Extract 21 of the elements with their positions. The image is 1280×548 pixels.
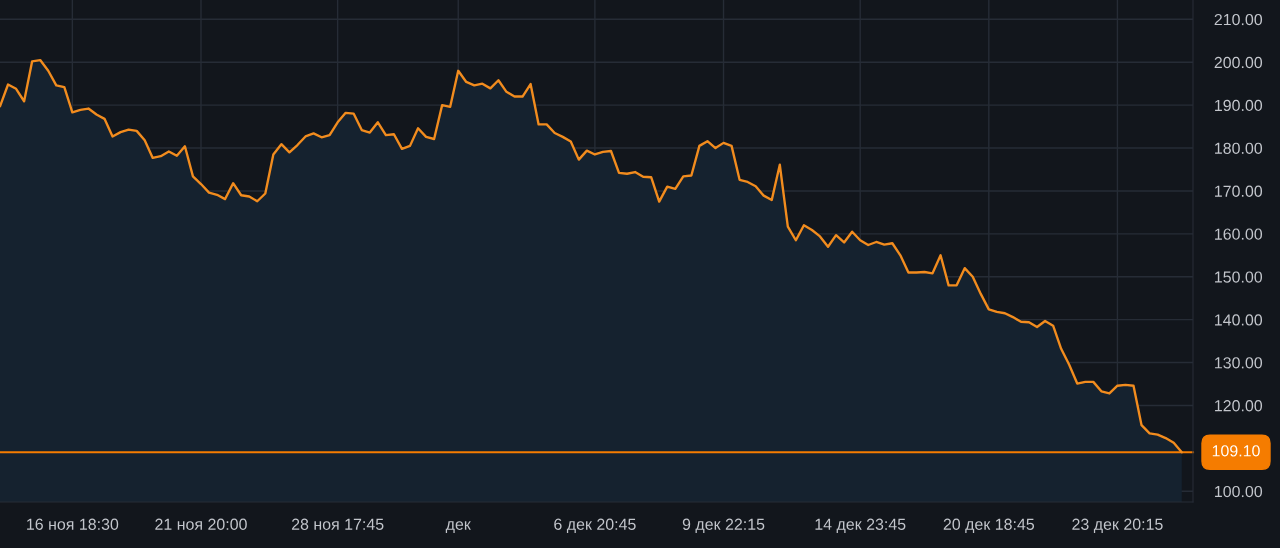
y-tick-label: 170.00 <box>1215 185 1263 197</box>
x-tick-label: 6 дек 20:45 <box>554 518 636 533</box>
y-tick-label: 180.00 <box>1215 142 1263 154</box>
x-tick-label: 28 ноя 17:45 <box>291 518 384 530</box>
y-tick-label: 100.00 <box>1215 485 1263 498</box>
y-tick-label: 130.00 <box>1215 357 1263 369</box>
ref-line-label: 109.10 <box>1212 445 1260 457</box>
x-tick-label: 23 дек 20:15 <box>1072 518 1163 533</box>
y-tick-label: 140.00 <box>1215 314 1263 326</box>
x-tick-label: 20 дек 18:45 <box>943 518 1035 533</box>
x-tick-label: дек <box>445 521 471 533</box>
y-tick-label: 210.00 <box>1214 13 1263 26</box>
x-tick-label: 21 ноя 20:00 <box>155 518 247 530</box>
y-tick-label: 190.00 <box>1215 99 1263 112</box>
y-tick-label: 150.00 <box>1215 271 1263 283</box>
x-tick-label: 16 ноя 18:30 <box>27 518 119 530</box>
y-tick-label: 160.00 <box>1215 228 1263 240</box>
x-tick-label: 9 дек 22:15 <box>682 518 765 533</box>
y-tick-label: 120.00 <box>1215 400 1263 412</box>
x-tick-label: 14 дек 23:45 <box>815 518 906 533</box>
y-tick-label: 200.00 <box>1214 56 1263 69</box>
